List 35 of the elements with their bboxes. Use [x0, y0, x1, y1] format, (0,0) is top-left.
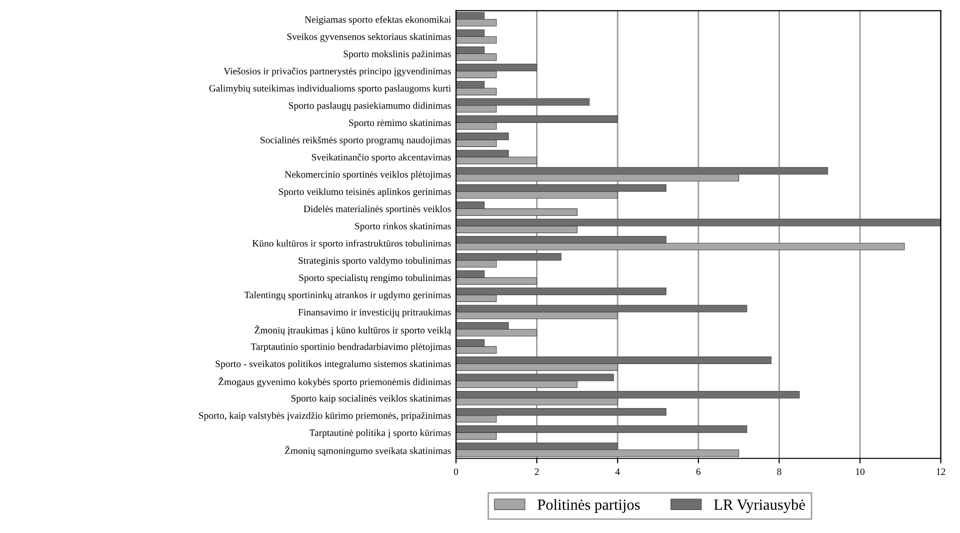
y-tick-label: Žmogaus gyvenimo kokybės sporto priemonėmis didinimas — [218, 376, 451, 388]
y-tick-label: Viešosios ir privačios partnerystės principo įgyvendinimas — [224, 68, 451, 76]
legend-label: Politinės partijos — [538, 499, 640, 513]
y-tick-label: Sveikatinančio sporto akcentavimas — [312, 154, 451, 162]
y-tick-label: Galimybių suteikimas individualioms sporto paslaugoms kurti — [209, 84, 451, 94]
y-tick-label: Kūno kultūros ir sporto infrastruktūros tobulinimas — [252, 240, 451, 249]
x-tick-label: 12 — [936, 468, 946, 475]
y-tick-label: Nekomercinio sportinės veiklos plėtojimas — [284, 170, 451, 180]
y-tick-label: Strateginis sporto valdymo tobulinimas — [298, 256, 451, 266]
y-tick-label: Socialinės reikšmės sporto programų naudojimas — [260, 136, 451, 146]
y-tick-label: Žmonių sąmoningumo sveikata skatinimas — [284, 446, 451, 456]
y-tick-label: Talentingų sportininkų atrankos ir ugdymo gerinimas — [244, 291, 451, 300]
x-tick-label: 10 — [856, 468, 864, 475]
x-tick-label: 4 — [615, 468, 620, 475]
y-tick-label: Sporto specialistų rengimo tobulinimas — [299, 274, 451, 284]
y-tick-label: Sporto rėmimo skatinimas — [349, 119, 451, 128]
y-tick-label: Sporto kaip socialinės veiklos skatinimas — [291, 394, 451, 404]
y-tick-label: Tarptautinio sportinio bendradarbiavimo plėtojimas — [250, 343, 451, 352]
legend-label: LR Vyriausybė — [714, 499, 805, 513]
x-tick-label: 8 — [777, 468, 782, 475]
x-tick-label: 6 — [696, 468, 701, 475]
y-tick-label: Neigiamas sporto efektas ekonomikai — [304, 16, 451, 25]
y-tick-label: Sporto - sveikatos politikos integralumo sistemos skatinimas — [216, 360, 451, 370]
y-tick-label: Finansavimo ir investicijų pritraukimas — [298, 308, 451, 318]
y-tick-label: Žmonių įtraukimas į kūno kultūros ir sporto veiklą — [254, 325, 452, 336]
y-tick-label: Sporto rinkos skatinimas — [355, 222, 451, 232]
x-tick-label: 2 — [534, 468, 539, 475]
y-tick-label: Tarptautinė politika į sporto kūrimas — [309, 429, 451, 438]
y-tick-label: Sveikos gyvensenos sektoriaus skatinimas — [287, 33, 451, 42]
x-tick-label: 0 — [454, 468, 458, 475]
y-tick-label: Sporto mokslinis pažinimas — [344, 50, 451, 60]
y-tick-label: Sporto, kaip valstybės įvaizdžio kūrimo priemonės, pripažinimas — [199, 412, 451, 421]
y-tick-label: Sporto veiklumo teisinės aplinkos gerinimas — [278, 188, 451, 197]
y-tick-label: Didelės materialinės sportinės veiklos — [304, 205, 451, 214]
y-tick-label: Sporto paslaugų pasiekiamumo didinimas — [288, 102, 451, 111]
